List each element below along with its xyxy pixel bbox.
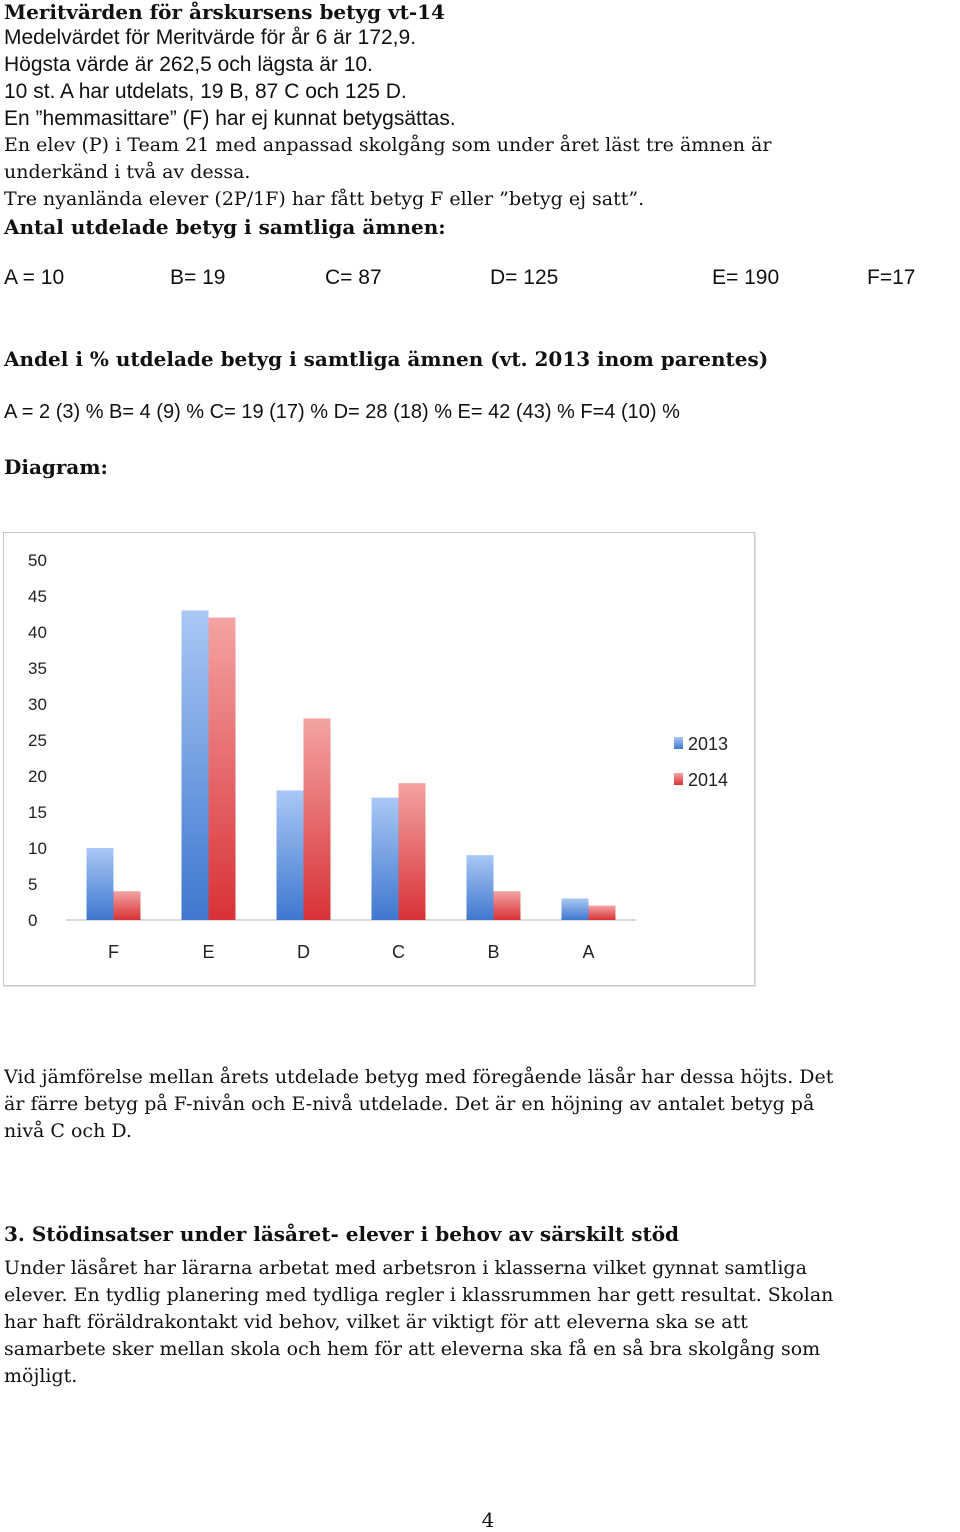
grade-count-a: A = 10 (4, 266, 65, 289)
comparison-paragraph: Vid jämförelse mellan årets utdelade bet… (4, 1064, 956, 1145)
intro-line: Medelvärdet för Meritvärde för år 6 är 1… (4, 26, 417, 49)
comparison-line: Vid jämförelse mellan årets utdelade bet… (4, 1066, 834, 1088)
x-tick-label: C (392, 942, 405, 962)
section-heading-merit: Meritvärden för årskursens betyg vt-14 (4, 0, 445, 24)
x-tick-label: F (108, 942, 119, 962)
y-tick-label: 35 (28, 659, 47, 678)
x-tick-label: D (297, 942, 310, 962)
grade-count-e: E= 190 (712, 266, 780, 289)
y-tick-label: 25 (28, 731, 47, 750)
intro-line: Tre nyanlända elever (2P/1F) har fått be… (4, 188, 645, 210)
bar-2014-E (208, 617, 236, 920)
shares-heading: Andel i % utdelade betyg i samtliga ämne… (4, 347, 769, 371)
grade-counts-row: A = 10 B= 19 C= 87 D= 125 E= 190 F=17 (0, 266, 960, 292)
section3-heading: 3. Stödinsatser under läsåret- elever i … (4, 1222, 680, 1246)
bar-2013-D (276, 790, 304, 920)
intro-line: underkänd i två av dessa. (4, 161, 251, 183)
bar-chart-svg: 0 5 10 15 20 25 30 35 40 45 50 F E D C B A 2013 2014 (28, 551, 728, 962)
bar-2014-A (588, 905, 616, 920)
comparison-line: är färre betyg på F-nivån och E-nivå utd… (4, 1093, 815, 1115)
bar-2013-E (181, 610, 209, 920)
intro-line: Högsta värde är 262,5 och lägsta är 10. (4, 53, 373, 76)
counts-heading: Antal utdelade betyg i samtliga ämnen: (4, 215, 446, 239)
grade-count-d: D= 125 (490, 266, 559, 289)
y-tick-label: 10 (28, 839, 47, 858)
intro-line: 10 st. A har utdelats, 19 B, 87 C och 12… (4, 80, 407, 103)
bar-2013-A (561, 898, 589, 920)
y-tick-label: 0 (28, 911, 37, 930)
x-tick-label: A (582, 942, 594, 962)
intro-line: En ”hemmasittare” (F) har ej kunnat bety… (4, 107, 456, 130)
section3-line: samarbete sker mellan skola och hem för … (4, 1338, 821, 1360)
section3-line: Under läsåret har lärarna arbetat med ar… (4, 1257, 807, 1279)
shares-line: A = 2 (3) % B= 4 (9) % C= 19 (17) % D= 2… (4, 401, 680, 423)
section3-line: har haft föräldrakontakt vid behov, vilk… (4, 1311, 748, 1333)
bar-2013-C (371, 797, 399, 920)
y-tick-label: 30 (28, 695, 47, 714)
y-tick-label: 40 (28, 623, 47, 642)
y-tick-label: 15 (28, 803, 47, 822)
y-tick-label: 5 (28, 875, 37, 894)
grade-distribution-chart: 0 5 10 15 20 25 30 35 40 45 50 F E D C B A 2013 2014 (3, 532, 755, 986)
y-tick-label: 20 (28, 767, 47, 786)
bar-2014-B (493, 891, 521, 920)
bar-2013-F (86, 848, 114, 920)
grade-count-c: C= 87 (325, 266, 382, 289)
bar-2014-D (303, 718, 331, 920)
x-tick-label: E (202, 942, 214, 962)
legend-label-2013: 2013 (688, 734, 728, 754)
bar-2014-F (113, 891, 141, 920)
bar-2013-B (466, 855, 494, 920)
y-tick-label: 45 (28, 587, 47, 606)
section3-paragraph: Under läsåret har lärarna arbetat med ar… (4, 1255, 956, 1390)
legend-swatch-2014 (674, 773, 683, 785)
diagram-heading: Diagram: (4, 455, 108, 479)
y-tick-label: 50 (28, 551, 47, 570)
x-tick-label: B (487, 942, 499, 962)
intro-line: En elev (P) i Team 21 med anpassad skolg… (4, 134, 772, 156)
page-number: 4 (481, 1508, 495, 1532)
legend-swatch-2013 (674, 737, 683, 749)
bar-2014-C (398, 783, 426, 920)
grade-count-f: F=17 (867, 266, 916, 289)
section3-line: möjligt. (4, 1365, 78, 1387)
comparison-line: nivå C och D. (4, 1120, 132, 1142)
section3-line: elever. En tydlig planering med tydliga … (4, 1284, 834, 1306)
grade-count-b: B= 19 (170, 266, 226, 289)
legend-label-2014: 2014 (688, 770, 728, 790)
